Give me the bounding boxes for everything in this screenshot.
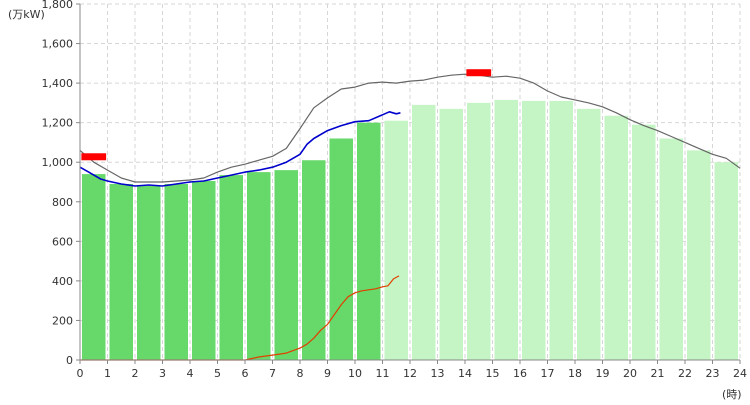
y-tick-label: 1,400	[42, 77, 74, 90]
bar-actual	[302, 160, 326, 360]
bar-layer	[82, 99, 738, 361]
bar-forecast	[467, 102, 491, 360]
peak-marker	[466, 69, 492, 77]
y-tick-label: 1,200	[42, 117, 74, 130]
y-tick-label: 1,600	[42, 38, 74, 51]
bar-forecast	[659, 138, 683, 360]
x-tick-label: 2	[132, 367, 139, 380]
axis-layer: 0 200 400 600 800 1,000 1,200 1,400 1,600 1,800 0 1…	[42, 0, 748, 380]
bar-forecast	[714, 162, 738, 360]
bar-actual	[192, 181, 216, 360]
x-tick-label: 12	[403, 367, 417, 380]
x-tick-label: 1	[104, 367, 111, 380]
x-tick-label: 20	[623, 367, 637, 380]
y-tick-label: 0	[66, 354, 73, 367]
bar-actual	[109, 183, 133, 360]
x-tick-label: 8	[297, 367, 304, 380]
x-tick-label: 18	[568, 367, 582, 380]
bar-forecast	[549, 100, 573, 361]
x-axis-unit-label: (時)	[722, 388, 742, 401]
y-tick-label: 1,000	[42, 156, 74, 169]
bar-actual	[137, 185, 161, 360]
x-tick-label: 9	[324, 367, 331, 380]
reference-line-series	[79, 73, 741, 183]
bar-actual	[164, 183, 188, 360]
x-tick-label: 6	[242, 367, 249, 380]
bar-forecast	[687, 150, 711, 360]
x-tick-label: 3	[159, 367, 166, 380]
y-tick-label: 600	[52, 235, 73, 248]
actual-line-series	[79, 111, 401, 187]
bar-actual	[82, 174, 106, 360]
bar-actual	[219, 175, 243, 360]
bar-forecast	[522, 100, 546, 361]
solar-line-series	[80, 275, 400, 361]
x-tick-label: 5	[214, 367, 221, 380]
line-layer	[79, 73, 741, 361]
x-tick-label: 11	[376, 367, 390, 380]
x-tick-label: 19	[596, 367, 610, 380]
grid-layer	[80, 3, 741, 360]
bar-forecast	[604, 115, 628, 360]
x-tick-label: 15	[486, 367, 500, 380]
bar-forecast	[632, 124, 656, 361]
y-tick-label: 1,800	[42, 0, 74, 11]
x-tick-label: 24	[733, 367, 747, 380]
x-tick-label: 4	[187, 367, 194, 380]
x-tick-label: 16	[513, 367, 527, 380]
bar-actual	[247, 172, 271, 360]
x-tick-label: 10	[348, 367, 362, 380]
bar-actual	[274, 170, 298, 360]
x-tick-label: 22	[678, 367, 692, 380]
peak-marker	[81, 153, 107, 161]
y-tick-label: 400	[52, 275, 73, 288]
bar-forecast	[439, 108, 463, 360]
x-tick-label: 0	[77, 367, 84, 380]
bar-forecast	[384, 120, 408, 360]
bar-forecast	[412, 104, 436, 360]
x-tick-label: 21	[651, 367, 665, 380]
marker-layer	[81, 69, 492, 161]
x-tick-label: 7	[269, 367, 276, 380]
y-axis-unit-label: (万kW)	[8, 8, 45, 21]
bar-forecast	[494, 99, 518, 360]
bar-actual	[357, 122, 381, 361]
x-tick-label: 23	[706, 367, 720, 380]
bar-forecast	[577, 108, 601, 360]
bar-actual	[329, 138, 353, 360]
y-tick-label: 800	[52, 196, 73, 209]
x-tick-label: 14	[458, 367, 472, 380]
x-tick-label: 17	[541, 367, 555, 380]
x-tick-label: 13	[431, 367, 445, 380]
y-tick-label: 200	[52, 314, 73, 327]
